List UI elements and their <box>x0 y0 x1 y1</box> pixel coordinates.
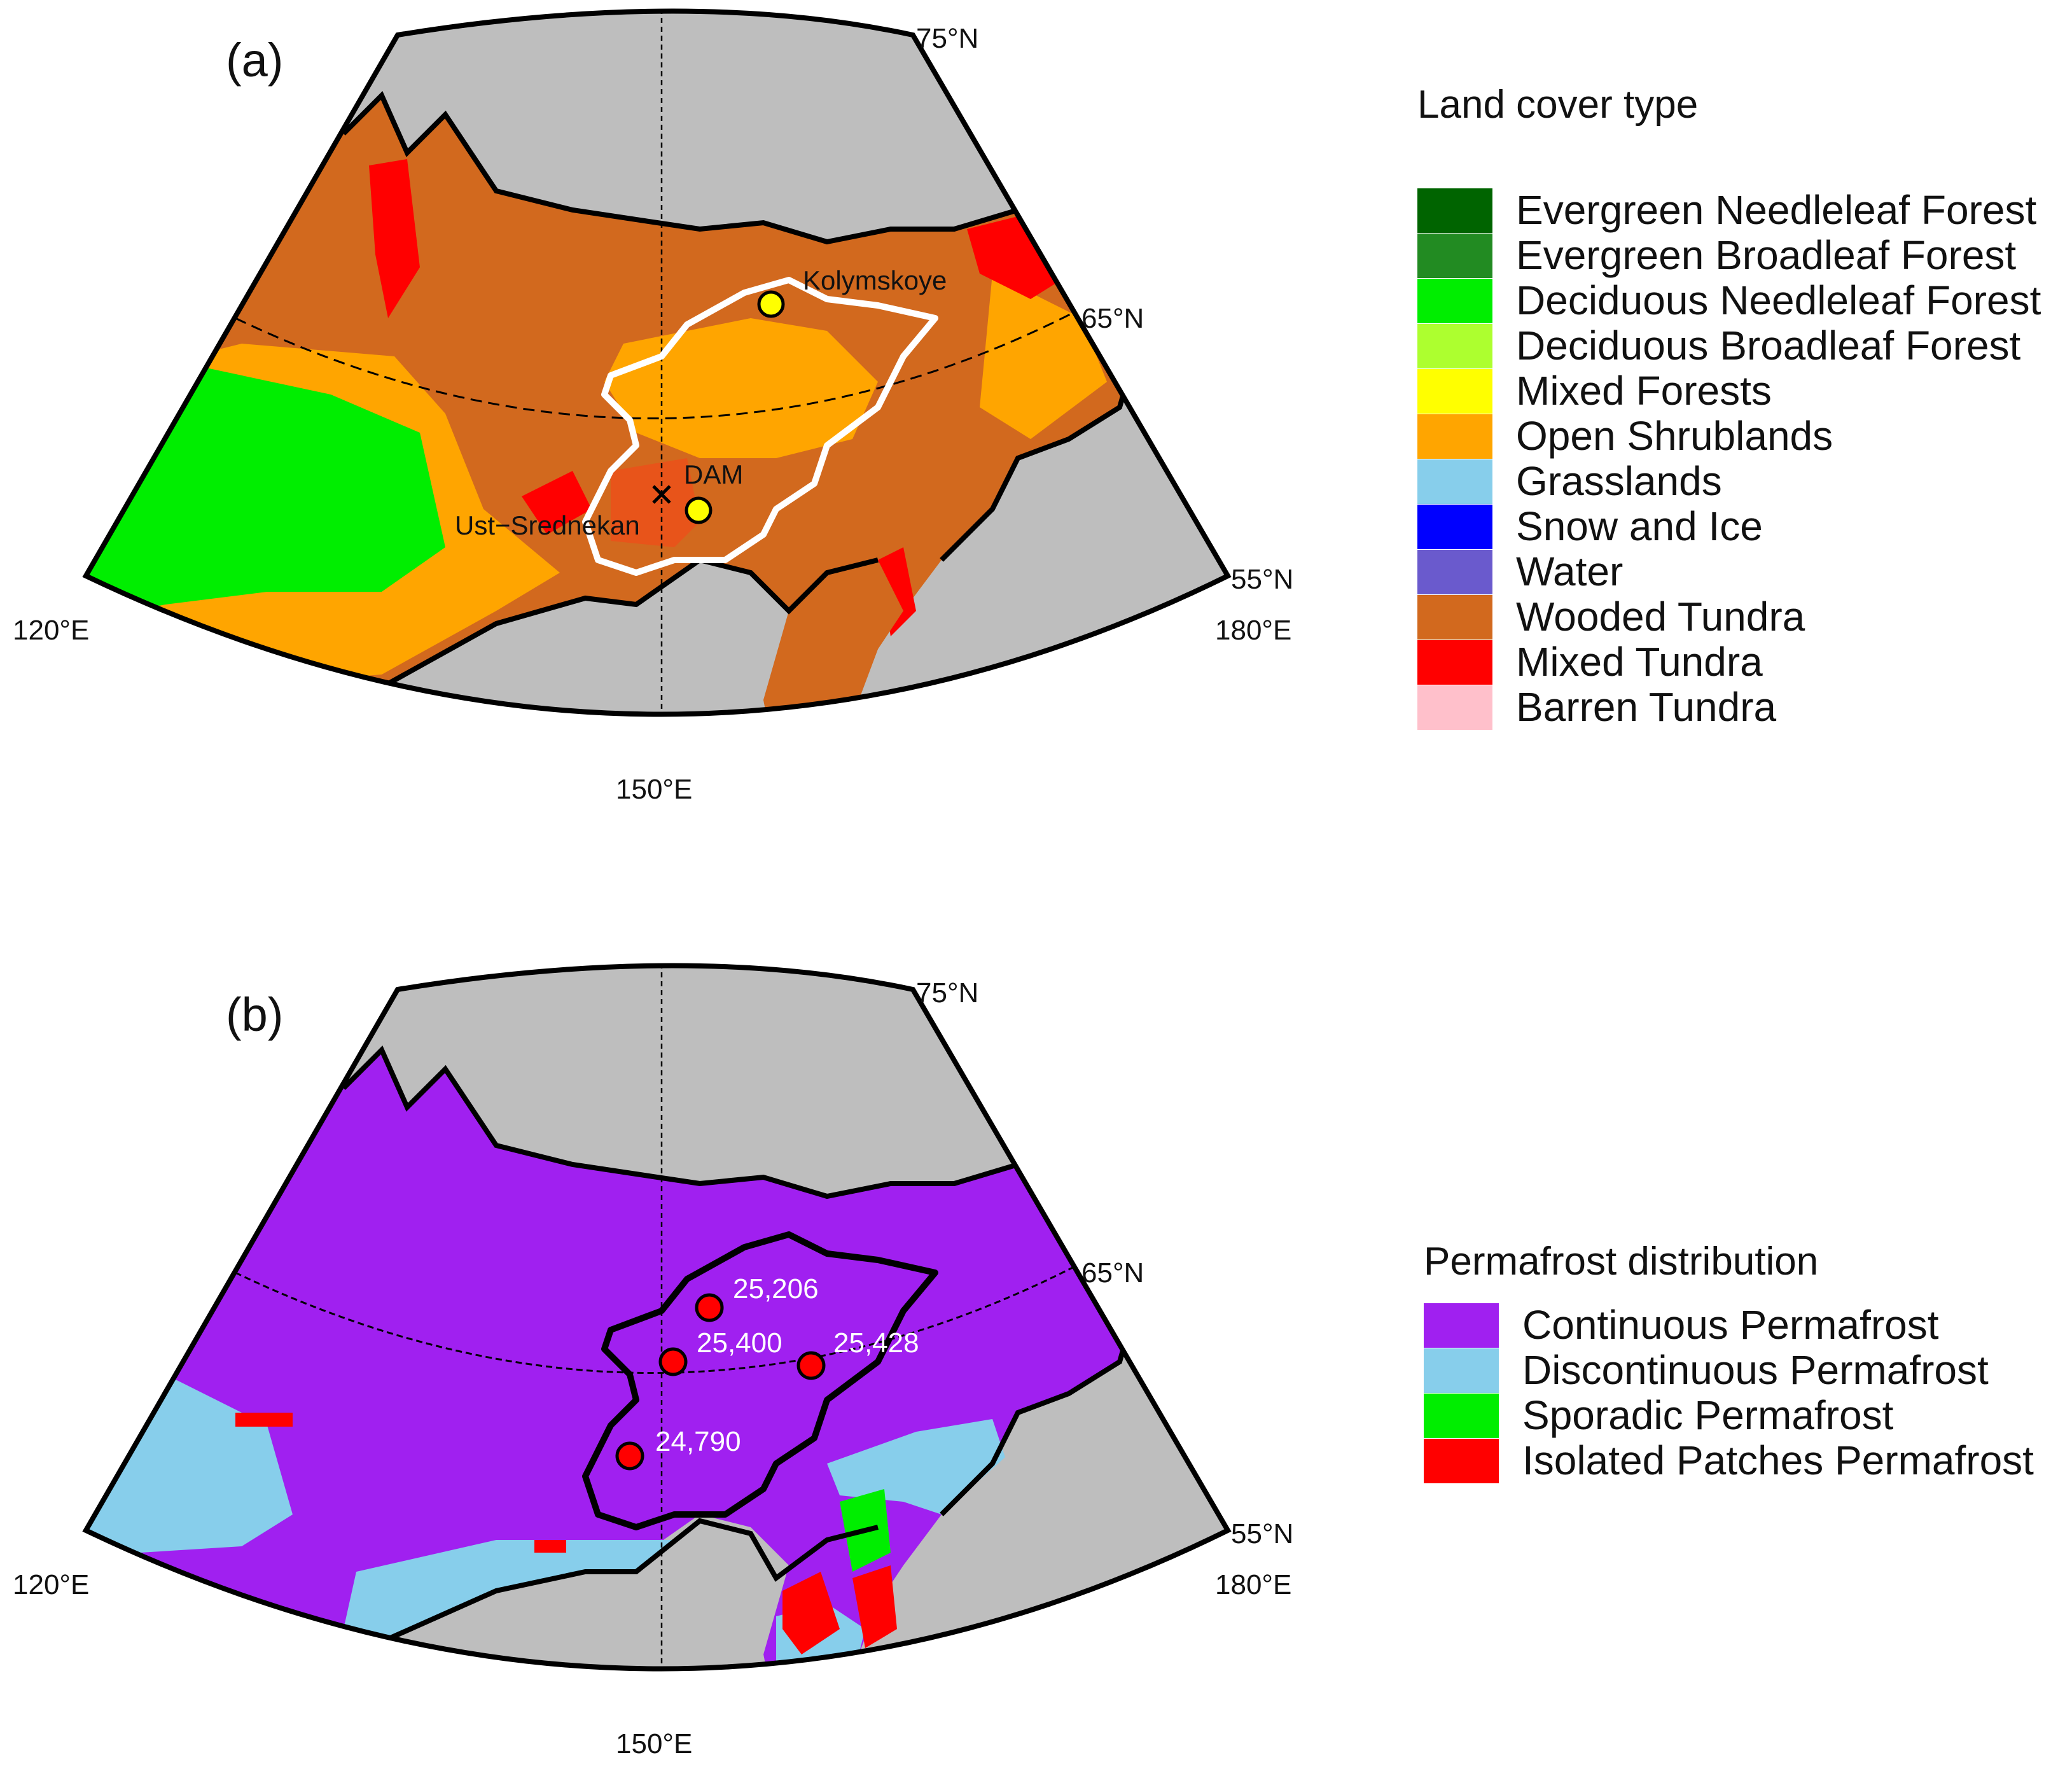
lat-label-55-b: 55°N <box>1231 1518 1293 1549</box>
legend-a-swatch-1 <box>1417 234 1492 278</box>
shrubland-a2 <box>604 318 878 458</box>
station-label-25428: 25,428 <box>833 1327 919 1359</box>
site-marker-ust-srednekan <box>652 485 671 504</box>
legend-a-swatch-2 <box>1417 279 1492 323</box>
lat-label-65-b: 65°N <box>1081 1257 1144 1289</box>
legend-a-swatch-8 <box>1417 550 1492 594</box>
panel-tag-b: (b) <box>226 988 283 1041</box>
legend-a-label-11: Barren Tundra <box>1516 684 1777 730</box>
lat-label-65-a: 65°N <box>1081 303 1144 334</box>
isolated-b2 <box>852 1565 897 1648</box>
station-marker-25206 <box>695 1293 724 1322</box>
legend-b-label-3: Isolated Patches Permafrost <box>1522 1437 2034 1483</box>
basin-outline-a <box>582 277 938 576</box>
legend-a-label-5: Open Shrublands <box>1516 413 1833 459</box>
legend-b-swatch-2 <box>1424 1394 1499 1438</box>
basin-outline-b <box>582 1231 938 1530</box>
legend-b-swatch-0 <box>1424 1303 1499 1348</box>
legend-b-swatch-3 <box>1424 1439 1499 1483</box>
legend-a-swatch-3 <box>1417 324 1492 368</box>
legend-title-b: Permafrost distribution <box>1424 1240 1818 1283</box>
discontinuous-b3 <box>827 1419 1005 1514</box>
legend-a-swatch-11 <box>1417 685 1492 730</box>
legend-landcover: Land cover type Evergreen Needleleaf For… <box>1417 83 2041 730</box>
legend-a-swatch-6 <box>1417 459 1492 504</box>
legend-a-swatch-4 <box>1417 369 1492 414</box>
legend-b-label-2: Sporadic Permafrost <box>1522 1392 1894 1438</box>
station-marker-24790 <box>615 1441 644 1471</box>
legend-a-label-0: Evergreen Needleleaf Forest <box>1516 187 2036 233</box>
panel-tag-a: (a) <box>226 34 283 87</box>
site-label-dam: DAM <box>684 459 743 489</box>
site-marker-kolymskoye <box>757 290 785 318</box>
legend-a-swatch-7 <box>1417 505 1492 549</box>
panel-b-map: (b) 75°N 65°N 55°N 120°E 150°E 180°E 25,… <box>13 963 1293 1759</box>
legend-a-swatch-0 <box>1417 188 1492 233</box>
mixed-tundra-a1 <box>369 159 420 318</box>
site-label-ust-srednekan: Ust−Srednekan <box>455 510 640 540</box>
parallel-65-a <box>235 311 1076 419</box>
legend-a-label-9: Wooded Tundra <box>1516 594 1805 640</box>
lon-label-150-b: 150°E <box>616 1728 692 1759</box>
parallel-65-b <box>235 1265 1076 1374</box>
lat-label-55-a: 55°N <box>1231 564 1293 595</box>
legend-a-swatch-10 <box>1417 640 1492 685</box>
isolated-b1 <box>782 1572 840 1654</box>
okhotsk-sea-b <box>382 1521 776 1669</box>
legend-a-label-6: Grasslands <box>1516 458 1722 504</box>
legend-a-label-8: Water <box>1516 549 1623 594</box>
legend-a-label-3: Deciduous Broadleaf Forest <box>1516 323 2021 368</box>
isolated-b3 <box>235 1413 293 1427</box>
lon-label-180-a: 180°E <box>1215 615 1291 646</box>
legend-a-label-7: Snow and Ice <box>1516 503 1763 549</box>
site-marker-dam <box>685 496 713 524</box>
station-label-25206: 25,206 <box>733 1273 819 1304</box>
station-marker-25400 <box>658 1347 688 1376</box>
lon-label-120-b: 120°E <box>13 1569 89 1600</box>
legend-a-label-1: Evergreen Broadleaf Forest <box>1516 232 2016 278</box>
legend-b-label-0: Continuous Permafrost <box>1522 1302 1939 1348</box>
panel-a-map: (a) 75°N 65°N 55°N 120°E 150°E 180°E Kol… <box>13 8 1293 805</box>
legend-b-label-1: Discontinuous Permafrost <box>1522 1347 1989 1393</box>
legend-a-swatch-blank <box>1417 143 1492 188</box>
legend-title-a: Land cover type <box>1417 83 1698 127</box>
lat-label-75-b: 75°N <box>916 977 978 1009</box>
legend-a-label-10: Mixed Tundra <box>1516 639 1763 685</box>
lon-label-180-b: 180°E <box>1215 1569 1291 1600</box>
legend-permafrost: Permafrost distribution Continuous Perma… <box>1424 1240 2034 1483</box>
station-label-24790: 24,790 <box>655 1426 741 1457</box>
legend-a-swatch-5 <box>1417 414 1492 459</box>
mixed-tundra-a3 <box>522 471 592 535</box>
map-frame-b <box>82 963 1232 1672</box>
legend-a-label-2: Deciduous Needleleaf Forest <box>1516 277 2041 323</box>
legend-b-swatch-1 <box>1424 1348 1499 1393</box>
lat-label-75-a: 75°N <box>916 23 978 54</box>
legend-a-swatch-9 <box>1417 595 1492 640</box>
lon-label-150-a: 150°E <box>616 774 692 805</box>
isolated-b4 <box>534 1540 566 1553</box>
station-label-25400: 25,400 <box>697 1327 782 1359</box>
lon-label-120-a: 120°E <box>13 615 89 646</box>
coastline-b <box>342 1045 1136 1644</box>
map-frame-a <box>82 8 1232 717</box>
legend-a-label-4: Mixed Forests <box>1516 368 1772 414</box>
site-label-kolymskoye: Kolymskoye <box>803 265 947 295</box>
station-marker-25428 <box>796 1351 826 1380</box>
